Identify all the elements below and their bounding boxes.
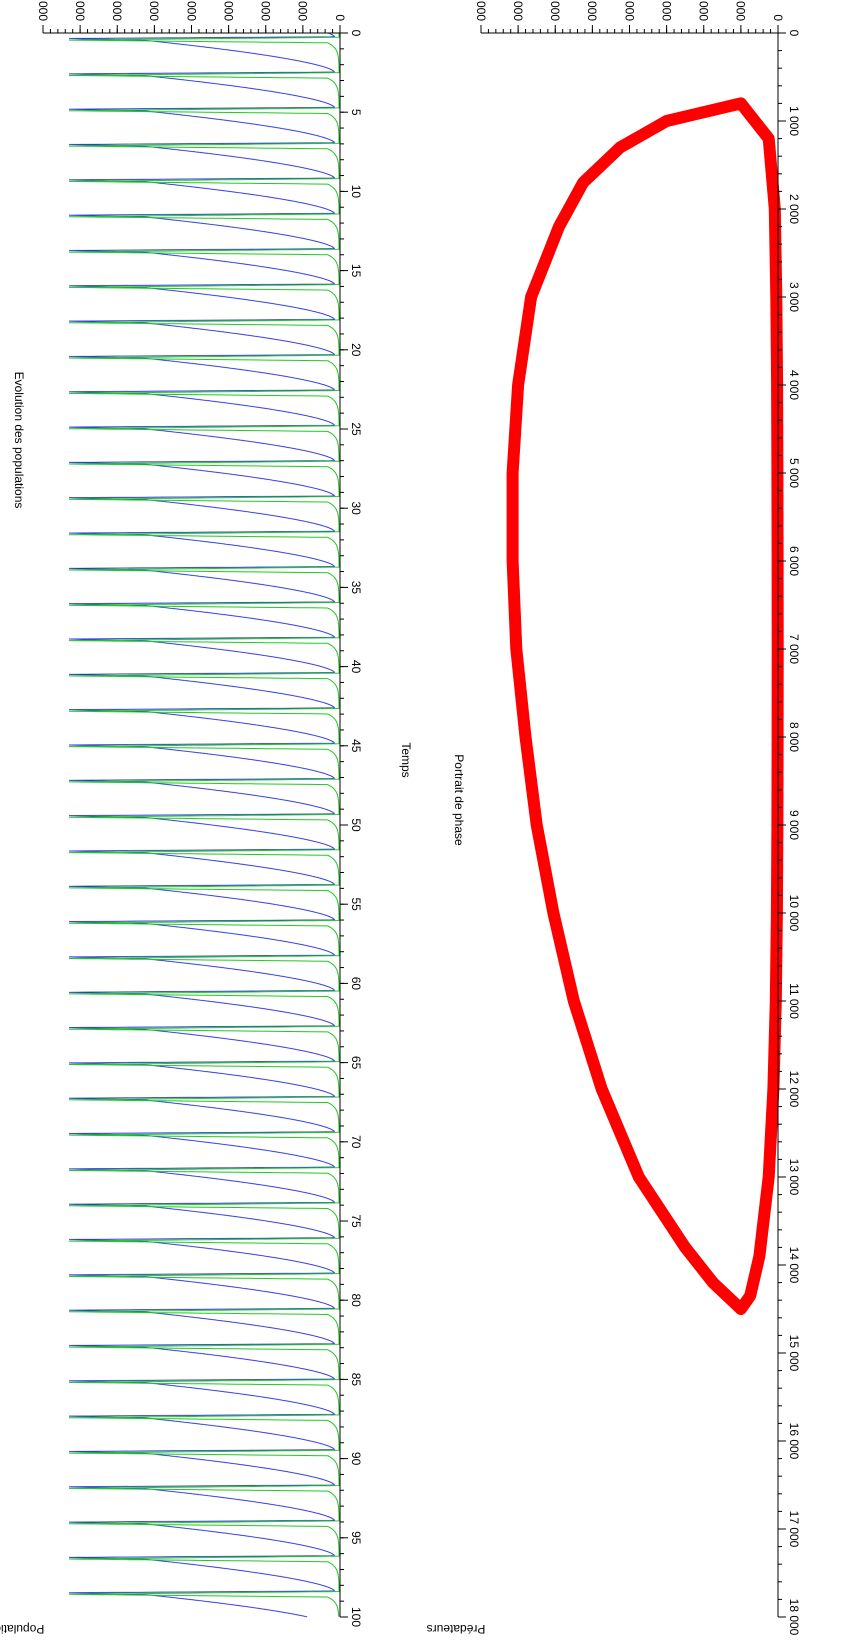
- phase-portrait-x-tick-label: 1 000: [787, 106, 801, 136]
- population-chart-x-tick-label: 15: [349, 264, 363, 278]
- population-chart-x-tick-label: 100: [349, 1607, 363, 1627]
- phase-portrait-x-tick-label: 16 000: [787, 1423, 801, 1460]
- population-chart-y-tick-label: 4 000: [259, 0, 273, 21]
- population-chart-y-tick-label: 16 000: [36, 0, 50, 21]
- population-chart-x-tick-label: 65: [349, 1056, 363, 1070]
- population-chart-x-tick-label: 25: [349, 422, 363, 436]
- population-chart-x-tick-label: 5: [349, 109, 363, 116]
- population-chart-x-tick-label: 30: [349, 502, 363, 516]
- population-chart-y-tick-label: 8 000: [184, 0, 198, 21]
- population-chart-x-tick-label: 45: [349, 739, 363, 753]
- phase-portrait-y-tick-label: 12 000: [548, 0, 562, 21]
- population-chart-x-tick-label: 95: [349, 1531, 363, 1545]
- phase-portrait-x-tick-label: 14 000: [787, 1247, 801, 1284]
- phase-portrait-chart: Portrait de phase Prédateurs 0 1 000 2 000…: [427, 0, 801, 1636]
- phase-portrait-x-tick-label: 8 000: [787, 722, 801, 752]
- population-chart-curves: [68, 32, 340, 1618]
- phase-portrait-y-tick-label: 4 000: [697, 0, 711, 21]
- phase-portrait-x-tick-label: 17 000: [787, 1511, 801, 1548]
- phase-orbit-band: [506, 97, 784, 1315]
- phase-portrait-x-tick-label: 7 000: [787, 634, 801, 664]
- phase-portrait-x-tick-label: 0: [787, 30, 801, 37]
- phase-portrait-x-tick-label: 6 000: [787, 546, 801, 576]
- population-chart-y-tick-label: 2 000: [296, 0, 310, 21]
- phase-portrait-x-tick-label: 9 000: [787, 810, 801, 840]
- phase-portrait-x-tick-label: 18 000: [787, 1599, 801, 1636]
- population-chart-y-tick-label: 10 000: [147, 0, 161, 21]
- phase-portrait-y-tick-label: 10 000: [585, 0, 599, 21]
- phase-portrait-curves: [506, 97, 784, 1315]
- phase-portrait-x-tick-label: 15 000: [787, 1335, 801, 1372]
- population-chart-x-tick-label: 90: [349, 1452, 363, 1466]
- population-chart: Evolution des populations Temps Populati…: [0, 0, 413, 1636]
- phase-portrait-x-tick-label: 3 000: [787, 282, 801, 312]
- population-chart-x-tick-label: 55: [349, 898, 363, 912]
- population-chart-x-tick-label: 35: [349, 581, 363, 595]
- population-chart-x-tick-label: 40: [349, 660, 363, 674]
- phase-portrait-axes: 0 1 000 2 000 3 000 4 000 5 000 6 000 7 000 8 00…: [474, 0, 801, 1636]
- phase-portrait-x-tick-label: 10 000: [787, 895, 801, 932]
- phase-portrait-x-tick-label: 12 000: [787, 1071, 801, 1108]
- population-chart-x-tick-label: 50: [349, 818, 363, 832]
- phase-portrait-y-tick-label: 8 000: [622, 0, 636, 21]
- phase-portrait-x-tick-label: 13 000: [787, 1159, 801, 1196]
- phase-portrait-y-tick-label: 0: [771, 14, 785, 21]
- population-chart-x-label: Temps: [399, 742, 413, 777]
- population-chart-axes: 0 5 10 15 20 25 30 35 40 45 50 55 60 65 70 75 80 85 90 95 10…: [36, 0, 363, 1627]
- population-chart-x-tick-label: 80: [349, 1294, 363, 1308]
- population-chart-y-label: Population: [0, 1622, 44, 1636]
- phase-portrait-y-tick-label: 2 000: [734, 0, 748, 21]
- population-chart-x-tick-label: 0: [349, 30, 363, 37]
- population-chart-y-tick-label: 14 000: [73, 0, 87, 21]
- population-chart-x-tick-label: 70: [349, 1135, 363, 1149]
- population-chart-y-tick-label: 0: [333, 14, 347, 21]
- phase-portrait-y-tick-label: 6 000: [659, 0, 673, 21]
- population-chart-x-tick-label: 10: [349, 185, 363, 199]
- phase-portrait-x-tick-label: 5 000: [787, 458, 801, 488]
- predator-series-line: [68, 33, 340, 1617]
- population-chart-title: Evolution des populations: [12, 372, 26, 509]
- phase-portrait-y-tick-label: 14 000: [511, 0, 525, 21]
- phase-portrait-x-tick-label: 11 000: [787, 983, 801, 1019]
- phase-portrait-title: Portrait de phase: [452, 754, 466, 846]
- population-chart-x-tick-label: 60: [349, 977, 363, 991]
- prey-series-line-core: [68, 32, 336, 1618]
- population-chart-y-tick-label: 6 000: [221, 0, 235, 21]
- phase-portrait-y-tick-label: 16 000: [474, 0, 488, 21]
- phase-portrait-y-label: Prédateurs: [427, 1622, 486, 1636]
- phase-orbit-line: [511, 102, 779, 1311]
- phase-portrait-x-tick-label: 4 000: [787, 370, 801, 400]
- phase-portrait-x-tick-label: 2 000: [787, 194, 801, 224]
- population-chart-x-tick-label: 20: [349, 343, 363, 357]
- population-chart-x-tick-label: 85: [349, 1373, 363, 1387]
- population-chart-x-tick-label: 75: [349, 1214, 363, 1228]
- population-chart-y-tick-label: 12 000: [110, 0, 124, 21]
